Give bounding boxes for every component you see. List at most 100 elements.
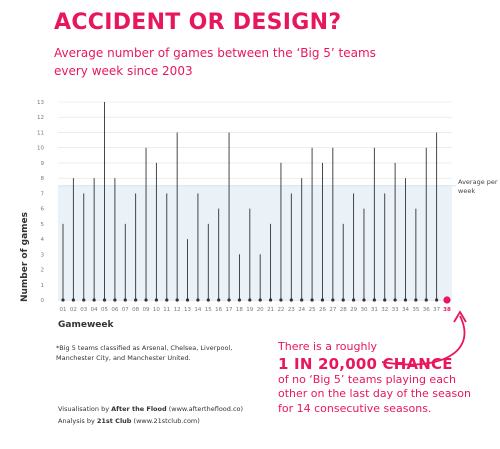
x-tick-label: 15 xyxy=(205,307,212,313)
x-tick-label: 08 xyxy=(132,307,139,313)
x-tick-label: 21 xyxy=(267,307,274,313)
x-tick-label: 17 xyxy=(226,307,233,313)
x-tick-label: 30 xyxy=(360,307,367,313)
x-tick-label: 20 xyxy=(257,307,264,313)
callout-line1: There is a roughly xyxy=(278,340,378,353)
stem-dot xyxy=(248,298,252,302)
chart-title: ACCIDENT OR DESIGN? xyxy=(54,10,342,35)
stem-dot xyxy=(134,298,138,302)
stem-dot xyxy=(123,298,127,302)
y-tick-label: 5 xyxy=(41,222,45,228)
stem-dot xyxy=(351,298,356,302)
x-tick-label: 03 xyxy=(80,307,87,313)
y-tick-label: 11 xyxy=(37,130,44,136)
y-tick-label: 3 xyxy=(41,252,45,258)
stem-dot xyxy=(341,298,345,302)
stem-dot xyxy=(185,298,190,302)
analysis-credit: Analysis by 21st Club (www.21stclub.com) xyxy=(58,415,278,427)
footnote: *Big 5 teams classified as Arsenal, Chel… xyxy=(56,344,233,362)
credits: Visualisation by After the Flood (www.af… xyxy=(58,403,278,427)
x-tick-label: 12 xyxy=(174,307,181,313)
stem-dot xyxy=(403,298,408,302)
x-tick-label: 16 xyxy=(215,307,222,313)
y-tick-label: 7 xyxy=(41,191,45,197)
x-tick-label: 02 xyxy=(70,307,77,313)
y-tick-label: 0 xyxy=(41,298,45,304)
stem-dot xyxy=(289,298,293,302)
callout-line3: of no ‘Big 5’ teams playing each other o… xyxy=(278,372,471,415)
stem-dot xyxy=(331,298,335,302)
stem-dot xyxy=(154,298,159,302)
y-tick-label: 2 xyxy=(41,268,45,274)
x-tick-label: 24 xyxy=(298,307,305,313)
x-tick-label: 22 xyxy=(277,307,284,313)
callout-highlight: 1 IN 20,000 CHANCE xyxy=(278,354,453,373)
visualisation-credit: Visualisation by After the Flood (www.af… xyxy=(58,403,278,415)
stem-dot xyxy=(258,298,262,302)
stem-dot xyxy=(175,298,179,302)
x-tick-label: 05 xyxy=(101,307,108,313)
stem-dot xyxy=(206,298,210,302)
x-axis-label: Gameweek xyxy=(58,320,114,330)
y-tick-label: 1 xyxy=(41,283,45,289)
stem-dot xyxy=(102,298,107,302)
stems-layer xyxy=(61,102,451,304)
callout-arrow-head xyxy=(453,310,467,323)
x-tick-label: 01 xyxy=(60,307,67,313)
analysis-name: 21st Club xyxy=(96,417,132,425)
x-tick-label: 29 xyxy=(350,307,357,313)
analysis-url: (www.21stclub.com) xyxy=(131,417,200,425)
x-tick-label: 19 xyxy=(246,307,253,313)
callout-arrow-layer xyxy=(381,310,467,366)
x-tick-label: 11 xyxy=(163,307,170,313)
y-axis-label: Number of games xyxy=(20,211,30,303)
y-tick-label: 6 xyxy=(41,207,45,213)
x-tick-label: 26 xyxy=(319,307,326,313)
x-tick-label: 35 xyxy=(412,307,419,313)
x-tick-label: 32 xyxy=(381,307,388,313)
stem-dot xyxy=(113,298,117,302)
x-tick-label: 33 xyxy=(392,307,399,313)
x-tick-label: 27 xyxy=(329,307,336,313)
stem-dot xyxy=(424,298,428,302)
stem-dot xyxy=(92,298,96,302)
average-legend-label: Average per week xyxy=(458,178,498,195)
stem-dot xyxy=(61,298,65,302)
stem-dot xyxy=(217,298,221,302)
stem-dot xyxy=(414,298,418,302)
stem-dot xyxy=(320,298,325,302)
stem-dot xyxy=(237,298,242,302)
x-tick-label: 18 xyxy=(236,307,243,313)
stem-dot xyxy=(144,298,148,302)
stem-dot xyxy=(435,298,439,302)
stem-dot xyxy=(71,298,75,302)
callout: There is a roughly 1 IN 20,000 CHANCE of… xyxy=(278,340,478,416)
y-tick-label: 12 xyxy=(37,115,44,121)
y-tick-label: 13 xyxy=(37,100,44,106)
x-tick-label: 07 xyxy=(122,307,129,313)
y-tick-label: 10 xyxy=(37,146,44,152)
average-band xyxy=(58,185,452,300)
y-tick-label: 9 xyxy=(41,161,45,167)
stem-dot xyxy=(383,298,387,302)
x-tick-labels: 01 02 03 04 05 06 07 08 09 10 11 12 13 14 15 16 17 18 19 20… xyxy=(60,307,451,313)
stem-dot xyxy=(268,298,273,302)
x-tick-label: 37 xyxy=(433,307,440,313)
y-tick-label: 8 xyxy=(41,176,45,182)
x-tick-label: 06 xyxy=(111,307,118,313)
stem-dot xyxy=(372,298,376,302)
stem-dot xyxy=(82,298,86,302)
visualisation-prefix: Visualisation by xyxy=(58,405,112,413)
x-tick-label: 13 xyxy=(184,307,191,313)
x-tick-label: 04 xyxy=(91,307,98,313)
visualisation-name: After the Flood xyxy=(111,405,167,413)
y-tick-label: 4 xyxy=(41,237,45,243)
stem-dot xyxy=(227,298,231,302)
stem-dot xyxy=(362,298,366,302)
x-tick-label: 25 xyxy=(309,307,316,313)
x-tick-label: 36 xyxy=(423,307,430,313)
stem-dot xyxy=(310,298,314,302)
average-band-layer xyxy=(58,185,456,300)
